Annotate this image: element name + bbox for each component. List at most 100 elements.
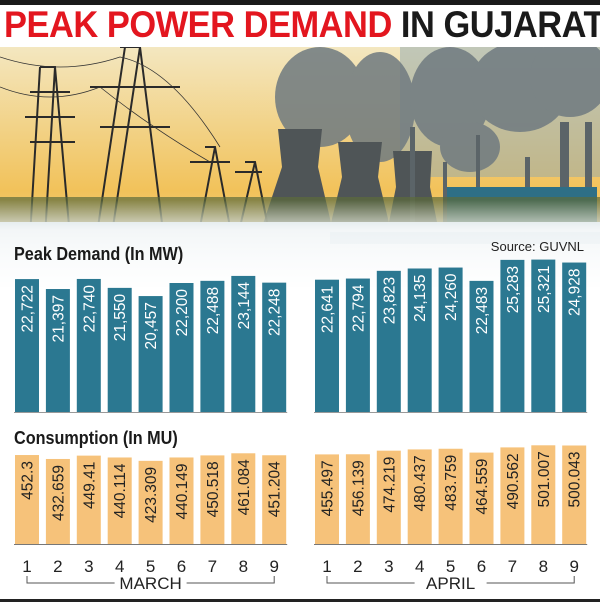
demand-bar <box>45 289 70 412</box>
consumption-value-label: 432.659 <box>50 465 67 521</box>
month-label: MARCH <box>119 574 181 593</box>
day-tick-label: 4 <box>415 557 424 576</box>
demand-bar <box>15 279 39 412</box>
demand-value-label: 22,488 <box>205 287 222 334</box>
demand-value-label: 24,928 <box>567 269 584 316</box>
demand-value-label: 23,823 <box>381 277 398 324</box>
consumption-value-label: 501.007 <box>536 451 553 507</box>
month-bracket <box>326 576 575 584</box>
demand-bar <box>562 262 587 412</box>
demand-bar <box>469 280 494 412</box>
peak-demand-title: Peak Demand (In MW) <box>14 244 184 264</box>
day-tick-label: 1 <box>322 557 331 576</box>
consumption-bar <box>76 455 101 544</box>
day-tick-label: 8 <box>539 557 548 576</box>
demand-bar <box>138 296 163 412</box>
demand-bar <box>76 278 101 412</box>
consumption-bar <box>376 450 401 544</box>
demand-value-label: 24,260 <box>443 273 460 321</box>
consumption-value-label: 490.562 <box>505 453 522 509</box>
day-tick-label: 6 <box>477 557 486 576</box>
demand-value-label: 21,550 <box>112 294 129 342</box>
consumption-bar <box>562 445 587 544</box>
page-title: PEAK POWER DEMAND IN GUJARAT <box>4 4 600 46</box>
demand-value-label: 20,457 <box>143 302 160 349</box>
consumption-value-label: 440.114 <box>112 463 129 518</box>
demand-value-label: 22,641 <box>320 286 337 333</box>
day-tick-label: 5 <box>146 557 155 576</box>
demand-value-label: 22,483 <box>474 287 491 334</box>
consumption-value-label: 474.219 <box>381 457 398 513</box>
demand-value-label: 22,200 <box>174 289 191 337</box>
consumption-bar <box>231 453 256 544</box>
demand-bar <box>407 268 432 412</box>
day-tick-label: 9 <box>269 557 278 576</box>
day-tick-label: 2 <box>353 557 362 576</box>
source-note: Source: GUVNL <box>490 239 584 254</box>
consumption-bar <box>469 452 494 544</box>
day-tick-label: 3 <box>84 557 93 576</box>
day-tick-label: 8 <box>239 557 248 576</box>
demand-bar <box>531 259 556 412</box>
demand-value-label: 24,135 <box>412 274 429 321</box>
demand-bar <box>376 270 401 412</box>
day-tick-label: 9 <box>569 557 578 576</box>
power-lines <box>0 56 221 163</box>
consumption-value-label: 500.043 <box>567 451 584 507</box>
consumption-bar <box>315 454 339 544</box>
consumption-bar <box>345 454 370 544</box>
day-tick-label: 2 <box>53 557 62 576</box>
consumption-value-label: 440.149 <box>174 463 191 519</box>
top-rule <box>0 0 600 5</box>
demand-bar <box>438 267 463 412</box>
demand-value-label: 25,283 <box>505 266 522 313</box>
consumption-value-label: 452.3 <box>20 461 37 500</box>
demand-value-label: 21,397 <box>50 295 67 342</box>
demand-value-label: 22,722 <box>20 285 37 332</box>
demand-value-label: 22,248 <box>267 289 284 336</box>
consumption-bar <box>262 455 287 544</box>
consumption-value-label: 455.497 <box>320 460 337 516</box>
consumption-bar <box>438 448 463 544</box>
consumption-bar <box>407 449 432 544</box>
demand-bar <box>345 278 370 412</box>
day-tick-label: 6 <box>177 557 186 576</box>
demand-value-label: 23,144 <box>236 282 253 330</box>
demand-bar <box>231 275 256 412</box>
day-tick-label: 7 <box>208 557 217 576</box>
title-black: IN GUJARAT <box>400 4 600 45</box>
consumption-bar <box>531 445 556 544</box>
consumption-bar <box>500 447 525 544</box>
consumption-bar <box>45 458 70 544</box>
consumption-value-label: 480.437 <box>412 455 429 511</box>
consumption-bar <box>200 455 225 544</box>
consumption-value-label: 449.41 <box>81 462 98 509</box>
day-tick-label: 4 <box>115 557 124 576</box>
month-bracket <box>26 576 275 584</box>
consumption-value-label: 456.139 <box>350 460 367 516</box>
demand-value-label: 22,794 <box>350 284 367 332</box>
consumption-bar <box>169 457 194 544</box>
day-tick-label: 3 <box>384 557 393 576</box>
demand-value-label: 25,321 <box>536 266 553 313</box>
demand-bar <box>315 279 339 412</box>
consumption-bar <box>15 455 39 544</box>
consumption-value-label: 451.204 <box>267 461 284 517</box>
demand-value-label: 22,740 <box>81 285 98 333</box>
consumption-bar <box>138 460 163 544</box>
day-tick-label: 5 <box>446 557 455 576</box>
consumption-value-label: 423.309 <box>143 467 160 523</box>
day-tick-label: 7 <box>508 557 517 576</box>
smoke-clouds <box>275 47 600 172</box>
month-label: APRIL <box>426 574 475 593</box>
consumption-bar <box>107 457 132 544</box>
consumption-title: Consumption (In MU) <box>14 428 178 448</box>
demand-bar <box>200 280 225 412</box>
consumption-value-label: 461.084 <box>236 459 253 515</box>
title-red: PEAK POWER DEMAND <box>4 4 392 45</box>
consumption-value-label: 483.759 <box>443 455 460 511</box>
demand-bar <box>169 283 194 412</box>
demand-bar <box>107 287 132 412</box>
